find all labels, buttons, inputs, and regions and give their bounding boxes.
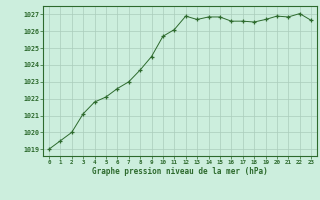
X-axis label: Graphe pression niveau de la mer (hPa): Graphe pression niveau de la mer (hPa): [92, 167, 268, 176]
